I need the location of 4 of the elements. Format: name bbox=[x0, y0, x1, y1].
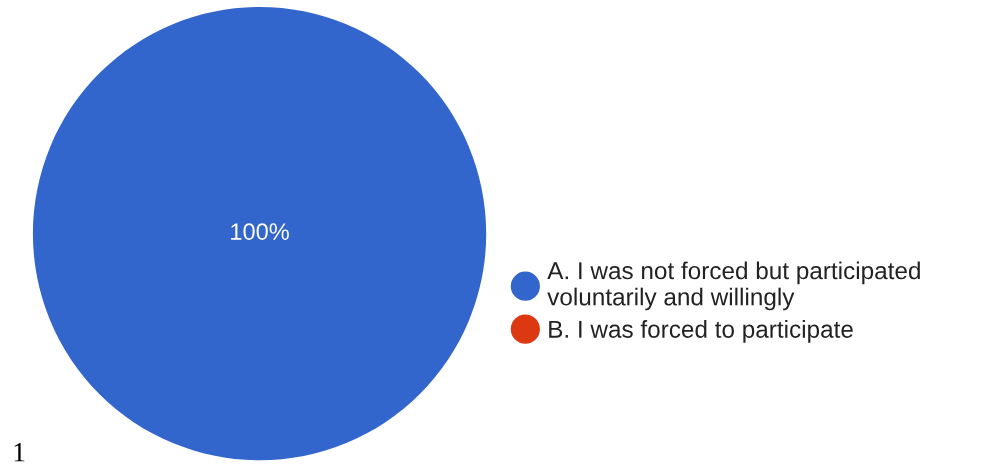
data-label: 100% bbox=[231, 223, 289, 240]
text: 1 bbox=[14, 443, 25, 462]
legend-label: B. I was forced to participate bbox=[549, 320, 853, 343]
legend-label: A. I was not forced but participated voluntarily and willingly bbox=[547, 261, 920, 311]
